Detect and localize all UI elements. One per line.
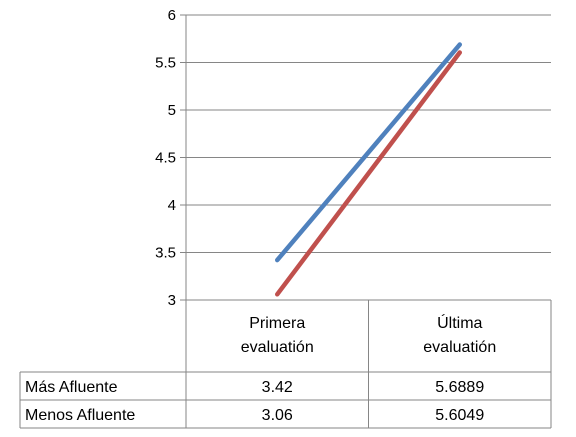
series-line	[275, 50, 462, 297]
y-tick-label: 6	[168, 7, 176, 24]
category-label: Última	[437, 313, 482, 332]
y-tick-label: 4.5	[155, 150, 176, 167]
data-value: 5.6889	[435, 379, 484, 396]
data-value: 5.6049	[435, 407, 484, 424]
y-tick-label: 3	[168, 292, 176, 309]
series-line	[275, 42, 462, 263]
y-tick-label: 3.5	[155, 245, 176, 262]
category-label: evaluatión	[423, 339, 496, 356]
category-label: Primera	[249, 315, 305, 332]
series-name: Más Afluente	[25, 379, 118, 396]
category-label: evaluatión	[241, 339, 314, 356]
data-value: 3.42	[262, 379, 293, 396]
series-name: Menos Afluente	[25, 407, 135, 424]
y-tick-label: 5	[168, 102, 176, 119]
data-value: 3.06	[262, 407, 293, 424]
y-tick-label: 5.5	[155, 55, 176, 72]
y-tick-label: 4	[168, 197, 176, 214]
